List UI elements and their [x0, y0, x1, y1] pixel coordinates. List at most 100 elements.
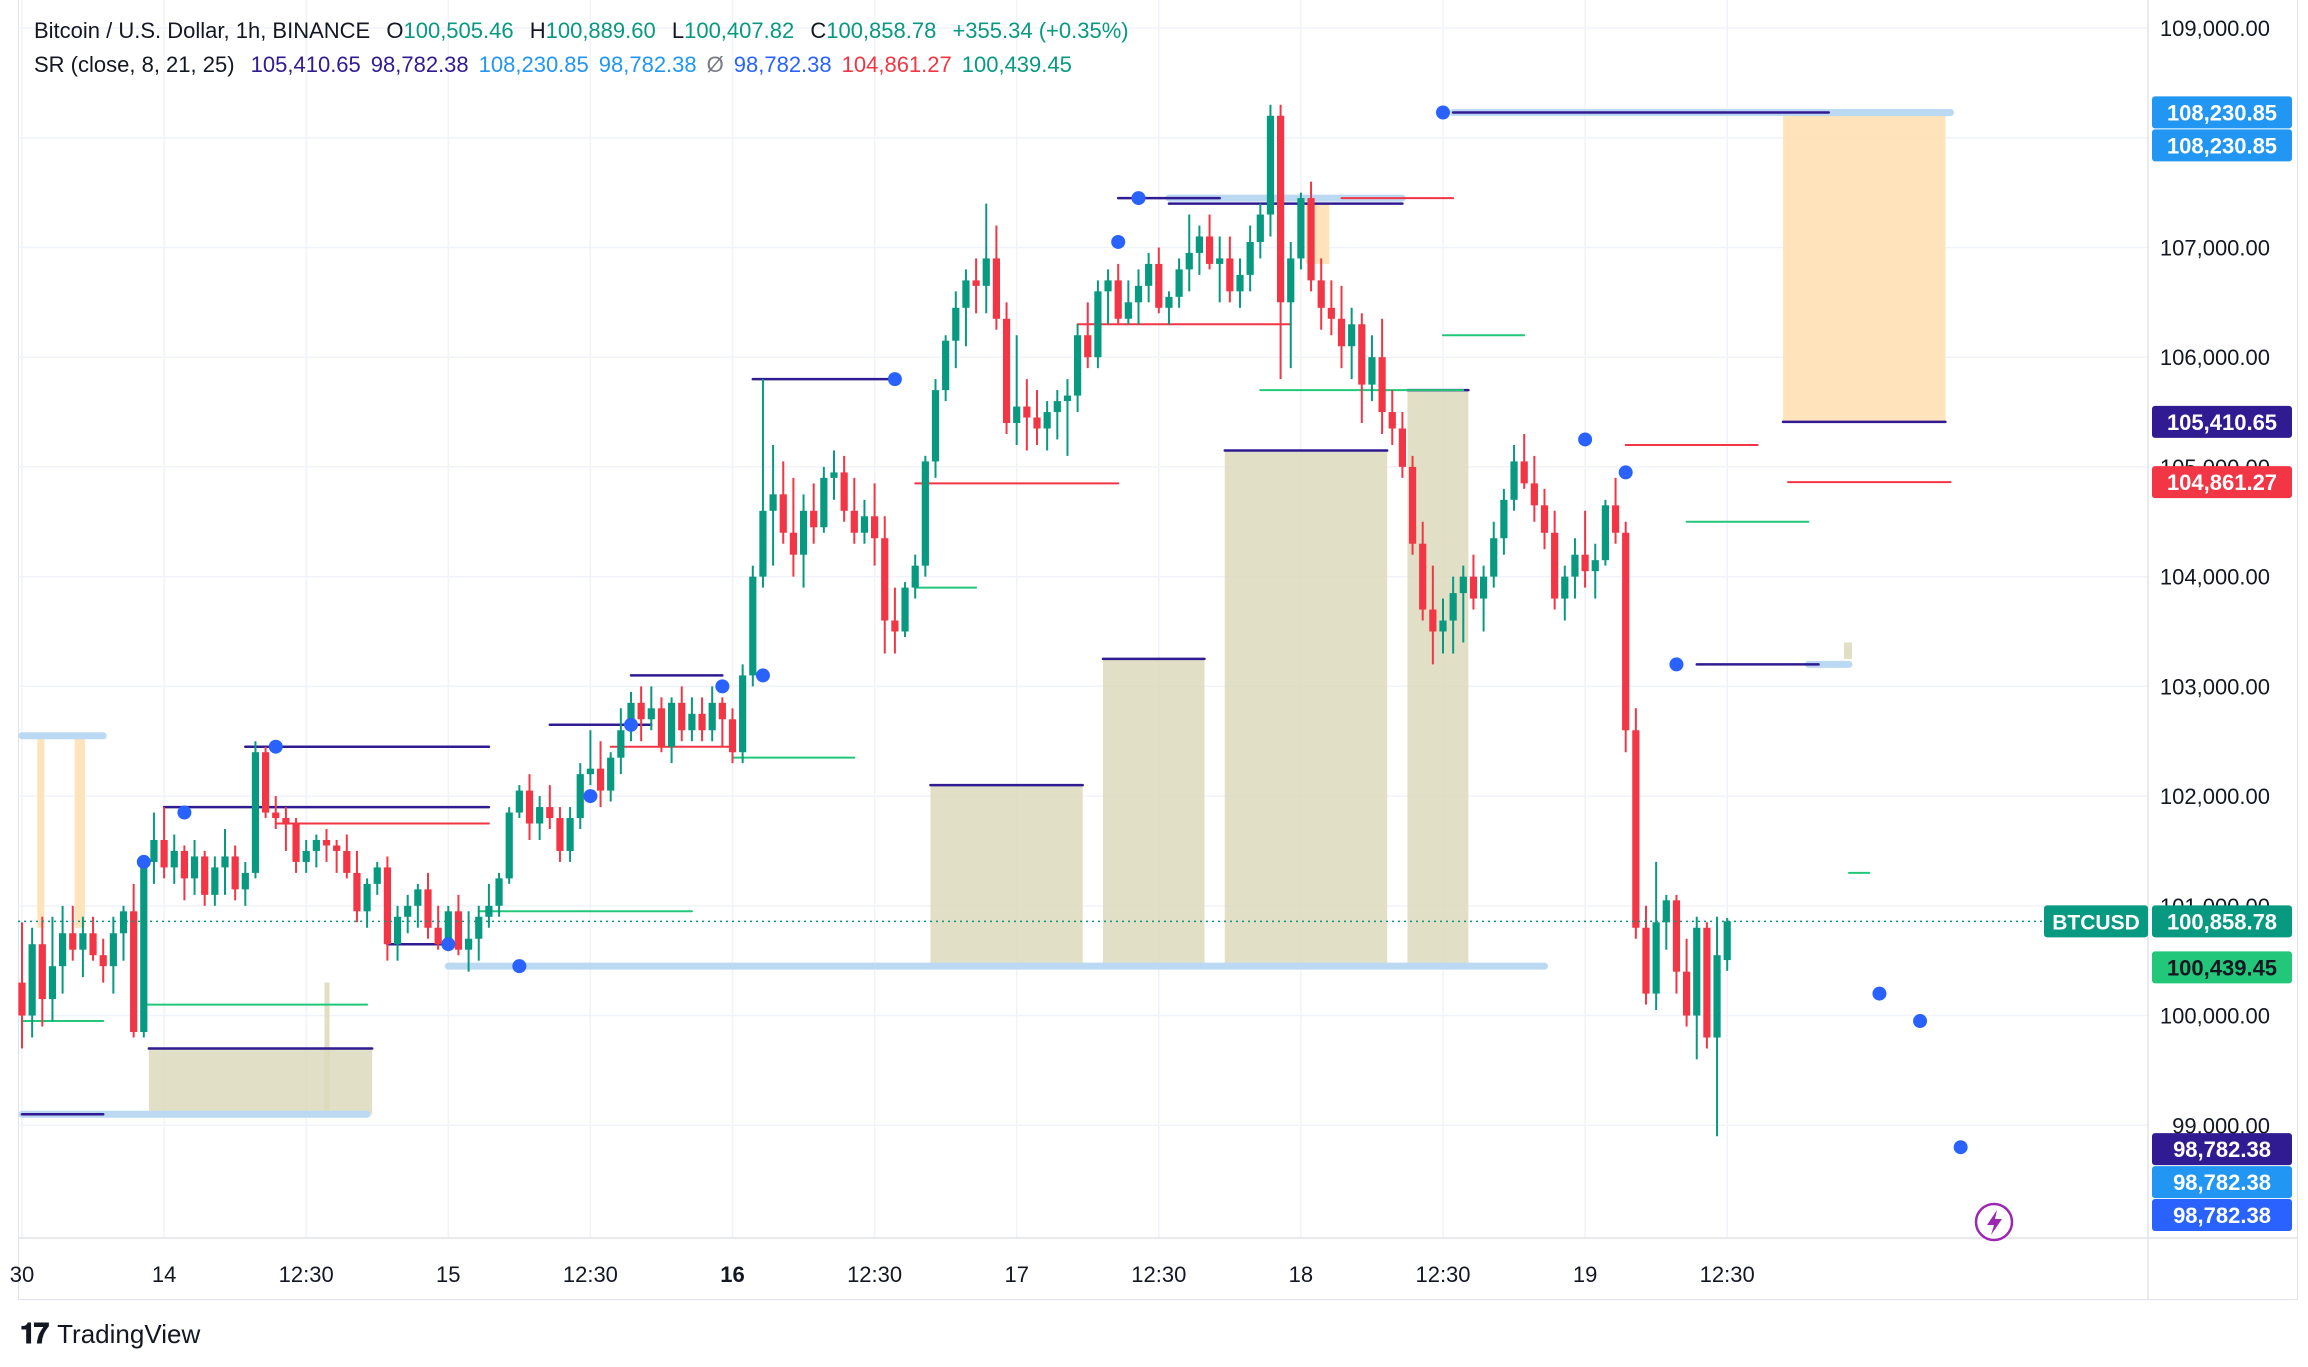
- candle-body[interactable]: [556, 818, 564, 851]
- candle-body[interactable]: [1459, 576, 1467, 594]
- candle-body[interactable]: [1703, 927, 1711, 1038]
- candle-body[interactable]: [1084, 335, 1092, 358]
- candle-body[interactable]: [170, 850, 178, 868]
- candle-body[interactable]: [678, 702, 686, 731]
- symbol-tag[interactable]: [2044, 905, 2148, 938]
- candle-body[interactable]: [1398, 428, 1406, 467]
- candle-body[interactable]: [1693, 927, 1701, 1016]
- candle-body[interactable]: [840, 472, 848, 511]
- candle-body[interactable]: [1510, 461, 1518, 500]
- candle-body[interactable]: [79, 933, 87, 950]
- candle-body[interactable]: [1134, 285, 1143, 303]
- chart-frame[interactable]: [18, 0, 2298, 1300]
- price-badge[interactable]: [2152, 96, 2292, 129]
- candle-body[interactable]: [637, 702, 645, 720]
- candle-body[interactable]: [546, 807, 554, 819]
- candle-body[interactable]: [718, 702, 726, 720]
- pivot-marker[interactable]: [268, 739, 283, 754]
- candle-body[interactable]: [1155, 263, 1163, 308]
- candle-body[interactable]: [302, 850, 310, 862]
- candle-body[interactable]: [942, 340, 950, 391]
- candle-body[interactable]: [1043, 412, 1051, 429]
- candle-body[interactable]: [383, 867, 391, 945]
- candle-body[interactable]: [1063, 395, 1072, 402]
- candle-body[interactable]: [779, 494, 787, 533]
- candle-body[interactable]: [363, 883, 371, 912]
- candle-body[interactable]: [282, 818, 290, 824]
- candle-body[interactable]: [1500, 499, 1508, 539]
- candle-body[interactable]: [1297, 198, 1305, 259]
- candle-body[interactable]: [596, 768, 605, 791]
- candle-body[interactable]: [1013, 406, 1021, 424]
- candle-body[interactable]: [1185, 252, 1193, 270]
- pivot-marker[interactable]: [1618, 465, 1633, 480]
- price-badge[interactable]: [2152, 951, 2292, 984]
- price-badge[interactable]: [2152, 129, 2292, 162]
- candle-body[interactable]: [1124, 302, 1132, 319]
- candle-body[interactable]: [1408, 466, 1417, 544]
- candle-body[interactable]: [1266, 115, 1275, 215]
- candle-body[interactable]: [89, 933, 97, 956]
- candle-body[interactable]: [1672, 900, 1681, 972]
- candle-body[interactable]: [160, 839, 168, 868]
- candle-body[interactable]: [1449, 593, 1457, 621]
- pivot-marker[interactable]: [1111, 234, 1126, 249]
- candle-body[interactable]: [59, 933, 67, 967]
- candle-body[interactable]: [881, 538, 889, 621]
- candle-body[interactable]: [1348, 324, 1356, 347]
- symbol-title[interactable]: Bitcoin / U.S. Dollar, 1h, BINANCE: [34, 18, 371, 43]
- candle-body[interactable]: [810, 510, 818, 528]
- candle-body[interactable]: [921, 461, 929, 566]
- pivot-marker[interactable]: [624, 717, 638, 732]
- candle-body[interactable]: [1378, 357, 1386, 413]
- candle-body[interactable]: [647, 708, 655, 720]
- candle-body[interactable]: [1256, 214, 1264, 242]
- candle-body[interactable]: [1358, 324, 1366, 385]
- pivot-marker[interactable]: [512, 959, 527, 974]
- candle-body[interactable]: [424, 889, 432, 928]
- candle-body[interactable]: [231, 856, 239, 890]
- candle-body[interactable]: [769, 494, 777, 511]
- candle-body[interactable]: [109, 933, 117, 967]
- pivot-marker[interactable]: [887, 372, 902, 387]
- candle-body[interactable]: [353, 872, 361, 912]
- candle-body[interactable]: [1601, 505, 1609, 561]
- candle-body[interactable]: [1337, 318, 1346, 347]
- candle-body[interactable]: [1002, 318, 1011, 424]
- tradingview-brand[interactable]: 𝟏𝟕 TradingView: [20, 1318, 200, 1351]
- pivot-marker[interactable]: [715, 679, 730, 694]
- candle-body[interactable]: [444, 911, 452, 945]
- candle-body[interactable]: [728, 719, 737, 753]
- candle-body[interactable]: [1581, 554, 1589, 572]
- candle-body[interactable]: [1611, 505, 1620, 533]
- candle-body[interactable]: [536, 807, 544, 824]
- candle-body[interactable]: [241, 872, 249, 890]
- candle-body[interactable]: [992, 258, 1000, 319]
- candle-body[interactable]: [465, 938, 473, 950]
- candle-body[interactable]: [1429, 609, 1437, 632]
- candle-body[interactable]: [140, 861, 148, 1033]
- candle-body[interactable]: [475, 916, 483, 939]
- candle-body[interactable]: [221, 856, 229, 868]
- pivot-marker[interactable]: [136, 854, 151, 869]
- candle-body[interactable]: [130, 911, 138, 1033]
- candle-body[interactable]: [150, 839, 158, 862]
- pivot-marker[interactable]: [1913, 1014, 1928, 1029]
- candle-body[interactable]: [404, 905, 412, 917]
- candle-body[interactable]: [850, 510, 858, 533]
- price-badge[interactable]: [2152, 905, 2292, 938]
- candle-body[interactable]: [698, 713, 706, 731]
- pivot-marker[interactable]: [1872, 986, 1887, 1001]
- candle-body[interactable]: [1480, 576, 1488, 599]
- candle-body[interactable]: [262, 752, 270, 813]
- candle-body[interactable]: [708, 702, 716, 731]
- candle-body[interactable]: [515, 790, 523, 813]
- candle-body[interactable]: [759, 510, 767, 577]
- candle-body[interactable]: [333, 845, 341, 851]
- candle-body[interactable]: [1094, 291, 1102, 358]
- candle-body[interactable]: [1561, 576, 1569, 599]
- candle-body[interactable]: [211, 867, 219, 895]
- candle-body[interactable]: [586, 768, 594, 775]
- candle-body[interactable]: [901, 587, 909, 632]
- pivot-marker[interactable]: [1436, 105, 1450, 120]
